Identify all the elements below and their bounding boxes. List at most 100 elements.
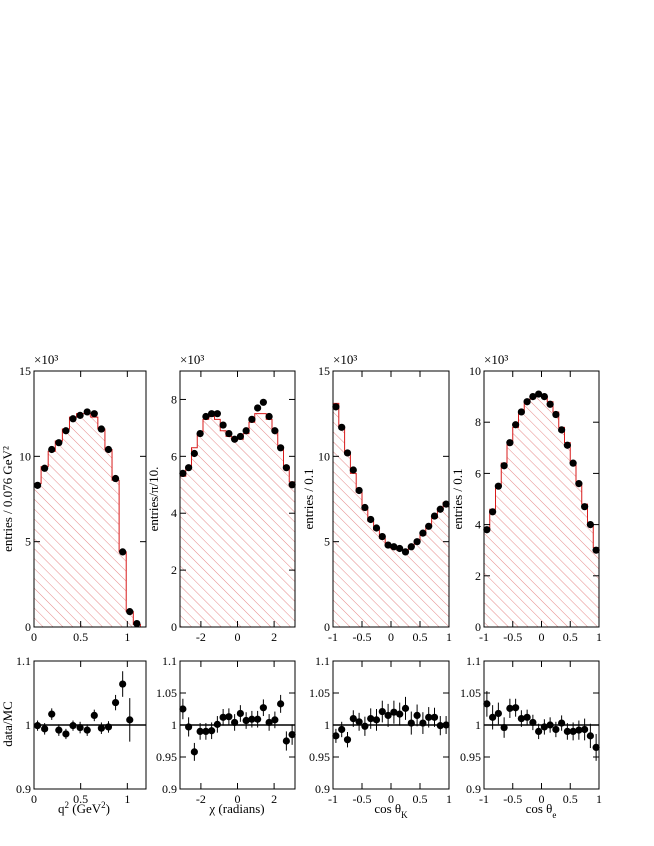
data-point	[254, 715, 262, 723]
data-point	[401, 548, 410, 556]
data-point	[586, 521, 594, 529]
x-tick-label: 0.5	[73, 792, 88, 806]
data-point	[219, 713, 227, 721]
data-point	[338, 423, 346, 431]
data-point	[97, 724, 105, 732]
data-point	[592, 546, 600, 554]
y-tick-label: 1.1	[466, 654, 481, 668]
data-point	[384, 541, 392, 549]
data-point	[558, 426, 566, 434]
y-tick-label: 0.95	[460, 750, 481, 764]
data-point	[512, 704, 520, 712]
data-point	[277, 444, 285, 452]
data-point	[62, 427, 70, 435]
data-point	[119, 548, 127, 556]
y-multiplier: ×10³	[484, 352, 508, 367]
data-point	[355, 486, 363, 495]
data-point	[407, 719, 415, 727]
data-point	[494, 709, 502, 718]
x-tick-label: -1	[479, 630, 489, 644]
data-point	[225, 429, 233, 438]
data-point	[558, 719, 566, 727]
data-point	[540, 723, 548, 731]
data-point	[355, 718, 363, 726]
data-point	[219, 421, 227, 429]
data-point	[213, 720, 221, 728]
data-point	[546, 721, 554, 729]
data-point	[33, 722, 42, 730]
x-axis-label: cos θK	[374, 801, 408, 820]
data-point	[271, 427, 279, 435]
data-point	[282, 737, 290, 745]
data-point	[396, 544, 404, 553]
x-tick-label: -0.5	[353, 792, 372, 806]
y-tick-label: 10	[19, 449, 31, 463]
data-point	[430, 512, 439, 520]
data-point	[288, 731, 296, 739]
data-point	[349, 715, 357, 723]
data-point	[83, 408, 91, 416]
data-point	[33, 481, 42, 489]
data-point	[349, 466, 357, 474]
y-tick-label: 1.1	[162, 654, 177, 668]
data-point	[517, 715, 525, 723]
data-point	[425, 522, 433, 530]
data-point	[271, 716, 279, 724]
data-point	[76, 723, 84, 732]
y-tick-label: 1	[25, 718, 31, 732]
y-axis-label: entries / 0.1	[301, 468, 316, 529]
y-tick-label: 1.1	[315, 654, 330, 668]
mc-histogram	[483, 393, 600, 628]
x-tick-label: 2	[271, 630, 277, 644]
data-point	[213, 410, 221, 418]
data-point	[581, 503, 589, 511]
y-tick-label: 1	[171, 718, 177, 732]
y-tick-label: 0.95	[309, 750, 330, 764]
data-point	[540, 393, 548, 401]
data-point	[48, 445, 56, 454]
data-point	[104, 445, 113, 454]
y-tick-label: 15	[19, 364, 31, 378]
x-tick-label: -0.5	[353, 630, 372, 644]
data-point	[185, 464, 193, 472]
y-axis-label: entries / 0.1	[450, 468, 465, 529]
x-axis-label: cos θe	[526, 801, 557, 820]
data-point	[202, 727, 210, 736]
y-multiplier: ×10³	[34, 352, 58, 367]
data-point	[332, 403, 340, 411]
y-tick-label: 0	[324, 620, 330, 634]
x-tick-label: 1	[124, 792, 130, 806]
x-axis-label: q2 (GeV2)	[58, 800, 110, 816]
plot-area: -1 -0.5 0 0.5 1 0.9 0.95 1 1.05 1.1	[460, 654, 602, 806]
data-point	[401, 704, 410, 712]
data-point	[208, 727, 216, 735]
data-point	[361, 503, 369, 512]
plot-area: -2 0 2 0 2 4 6 8	[171, 370, 296, 644]
data-point	[378, 707, 386, 716]
data-point	[483, 700, 491, 708]
data-point	[506, 704, 514, 712]
data-point	[196, 429, 204, 438]
data-point	[76, 411, 84, 419]
y-tick-label: 1.05	[156, 686, 177, 700]
data-point	[563, 441, 571, 449]
y-tick-label: 0.9	[466, 782, 481, 796]
data-point	[254, 404, 262, 412]
y-tick-label: 1	[475, 718, 481, 732]
data-point	[282, 464, 290, 472]
data-point	[90, 410, 98, 418]
y-tick-label: 8	[475, 415, 481, 429]
plot-area: -1 -0.5 0 0.5 1 0.9 0.95 1 1.05 1.1	[309, 654, 452, 806]
data-point	[133, 619, 141, 628]
data-point	[343, 449, 352, 457]
ratio-cos-theta-e: -1 -0.5 0 0.5 1 0.9 0.95 1 1.05 1.1 cos θe	[460, 654, 602, 820]
data-point	[111, 474, 120, 483]
x-tick-label: 0	[31, 630, 37, 644]
data-point	[512, 421, 520, 429]
x-tick-label: 0.5	[73, 630, 88, 644]
data-point	[430, 713, 439, 721]
y-tick-label: 15	[318, 364, 330, 378]
